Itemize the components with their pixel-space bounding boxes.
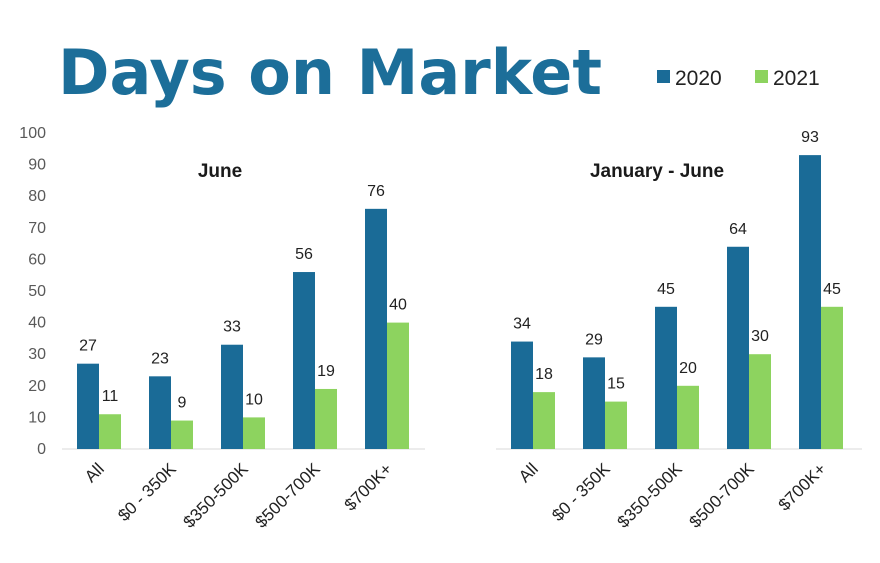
data-label: 19 xyxy=(317,363,335,380)
data-label: 11 xyxy=(102,388,119,405)
x-tick-label: $700K+ xyxy=(341,459,396,514)
x-tick-label: $500-700K xyxy=(252,459,325,532)
chart-title: Days on Market xyxy=(58,36,602,109)
y-tick-label: 80 xyxy=(28,188,46,205)
x-tick-label: $350-500K xyxy=(614,459,687,532)
y-tick-label: 10 xyxy=(28,409,46,426)
bar-2020 xyxy=(655,306,677,449)
bar-2021 xyxy=(171,420,193,449)
y-tick-label: 40 xyxy=(28,315,46,332)
plot-area: June 27 11 All 23 9 $0 - 350K 33 10 $350-500K 56 19… xyxy=(62,129,862,532)
y-tick-label: 90 xyxy=(28,157,46,174)
bar-2021 xyxy=(387,322,409,449)
data-label: 30 xyxy=(751,328,769,345)
data-label: 56 xyxy=(295,246,313,263)
group-label: June xyxy=(198,161,242,182)
data-label: 27 xyxy=(79,338,97,355)
bar-2021 xyxy=(99,414,121,449)
bar-2021 xyxy=(821,306,843,449)
y-tick-label: 30 xyxy=(28,346,46,363)
x-tick-label: $0 - 350K xyxy=(114,459,180,525)
y-tick-label: 70 xyxy=(28,220,46,237)
x-tick-label: $350-500K xyxy=(180,459,253,532)
bar-2020 xyxy=(77,363,99,449)
bar-2020 xyxy=(727,246,749,449)
bar-2021 xyxy=(605,401,627,449)
data-label: 93 xyxy=(801,129,819,146)
data-label: 64 xyxy=(729,221,747,238)
group-label: January - June xyxy=(590,161,724,182)
data-label: 10 xyxy=(245,391,263,408)
legend-swatch-2021 xyxy=(755,70,768,83)
bar-2020 xyxy=(583,357,605,449)
data-label: 9 xyxy=(178,395,187,412)
data-label: 76 xyxy=(367,183,385,200)
bar-2021 xyxy=(677,385,699,449)
x-tick-label: $700K+ xyxy=(775,459,830,514)
data-label: 34 xyxy=(513,316,531,333)
bar-2020 xyxy=(221,344,243,449)
bar-2021 xyxy=(315,388,337,449)
data-label: 29 xyxy=(585,331,603,348)
x-tick-label: All xyxy=(515,459,542,486)
x-tick-label: All xyxy=(81,459,108,486)
x-tick-label: $500-700K xyxy=(686,459,759,532)
data-label: 33 xyxy=(223,319,241,336)
data-label: 45 xyxy=(823,281,841,298)
data-label: 45 xyxy=(657,281,675,298)
bar-2021 xyxy=(533,392,555,449)
x-tick-label: $0 - 350K xyxy=(548,459,614,525)
data-label: 18 xyxy=(535,366,553,383)
bar-2021 xyxy=(749,354,771,449)
y-tick-label: 0 xyxy=(37,441,46,458)
legend-label-2020: 2020 xyxy=(675,67,722,90)
legend: 2020 2021 xyxy=(657,67,820,90)
bar-2020 xyxy=(365,208,387,449)
bar-2021 xyxy=(243,417,265,449)
legend-swatch-2020 xyxy=(657,70,670,83)
data-label: 23 xyxy=(151,350,169,367)
bar-2020 xyxy=(799,155,821,449)
legend-label-2021: 2021 xyxy=(773,67,820,90)
y-axis: 0 10 20 30 40 50 60 70 80 90 100 xyxy=(19,125,46,458)
data-label: 20 xyxy=(679,360,697,377)
y-tick-label: 60 xyxy=(28,251,46,268)
bar-2020 xyxy=(511,341,533,449)
data-label: 15 xyxy=(607,376,625,393)
y-tick-label: 50 xyxy=(28,283,46,300)
bar-2020 xyxy=(149,376,171,449)
y-tick-label: 100 xyxy=(19,125,46,142)
data-label: 40 xyxy=(389,297,407,314)
bar-2020 xyxy=(293,272,315,449)
y-tick-label: 20 xyxy=(28,378,46,395)
